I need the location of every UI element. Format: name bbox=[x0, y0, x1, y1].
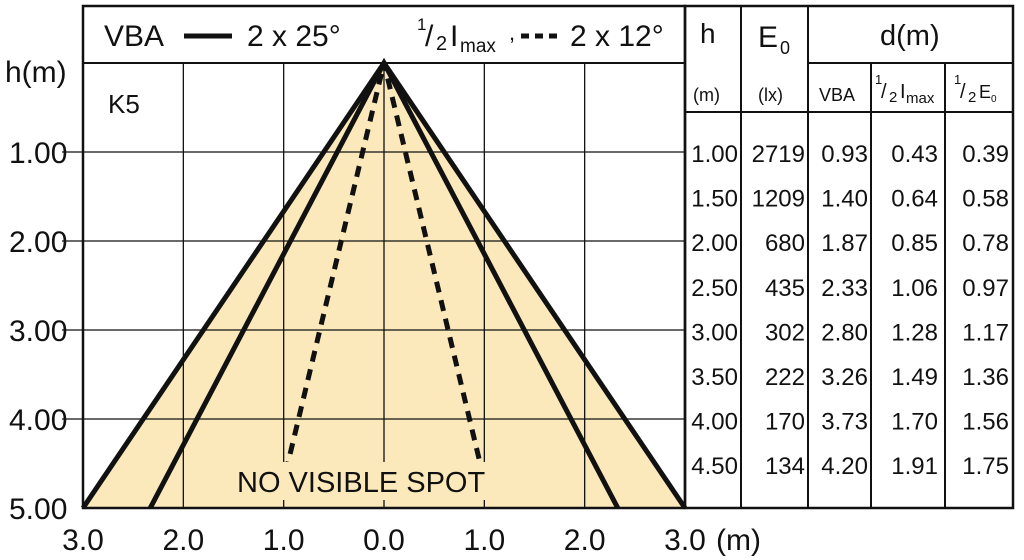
cell-d-vba: 0.93 bbox=[821, 141, 868, 168]
legend-half-numerator: 1 bbox=[417, 15, 426, 34]
cell-d-vba: 2.33 bbox=[821, 275, 868, 302]
cell-d-imax: 0.85 bbox=[891, 230, 938, 257]
svg-text:/: / bbox=[881, 81, 887, 103]
cell-d-e0: 0.78 bbox=[962, 230, 1009, 257]
cell-e0: 134 bbox=[765, 453, 805, 480]
table-header-e: E bbox=[758, 21, 778, 54]
cell-e0: 302 bbox=[765, 319, 805, 346]
cell-h: 2.50 bbox=[691, 275, 738, 302]
table-row: 4.00 170 3.73 1.70 1.56 bbox=[691, 409, 1009, 436]
cell-e0: 170 bbox=[765, 409, 805, 436]
y-axis-label: h(m) bbox=[5, 56, 67, 89]
legend-half-slash: / bbox=[425, 20, 434, 53]
cell-d-e0: 1.75 bbox=[962, 453, 1009, 480]
table-sub-imax-main: I bbox=[900, 81, 906, 103]
cell-e0: 222 bbox=[765, 364, 805, 391]
table-sub-e-main: E bbox=[979, 82, 991, 102]
legend: VBA 2 x 25° 1 / 2 I max , 2 x 12° bbox=[104, 15, 664, 57]
cell-d-imax: 1.70 bbox=[891, 409, 938, 436]
cell-d-imax: 0.64 bbox=[891, 186, 938, 213]
table-header-h: h bbox=[700, 18, 716, 49]
cell-h: 3.50 bbox=[691, 364, 738, 391]
cell-e0: 435 bbox=[765, 275, 805, 302]
table-row: 3.50 222 3.26 1.49 1.36 bbox=[691, 364, 1009, 391]
x-tick-label: 2.0 bbox=[162, 524, 204, 557]
cell-d-e0: 1.17 bbox=[962, 319, 1009, 346]
cell-d-imax: 0.43 bbox=[891, 141, 938, 168]
y-tick-label: 2.00 bbox=[9, 226, 67, 259]
table-row: 1.50 1209 1.40 0.64 0.58 bbox=[691, 186, 1009, 213]
table-sub-imax-num: 1 bbox=[875, 72, 882, 87]
grid-layer bbox=[62, 63, 685, 508]
x-tick-label: 1.0 bbox=[463, 524, 505, 557]
y-tick-label: 3.00 bbox=[9, 315, 67, 348]
table-sub-imax-den: 2 bbox=[889, 89, 897, 106]
cell-h: 2.00 bbox=[691, 230, 738, 257]
cell-d-imax: 1.28 bbox=[891, 319, 938, 346]
table-row: 4.50 134 4.20 1.91 1.75 bbox=[691, 453, 1009, 480]
table-header-d: d(m) bbox=[880, 20, 940, 52]
no-spot-backdrop bbox=[232, 462, 532, 500]
table-row: 3.00 302 2.80 1.28 1.17 bbox=[691, 319, 1009, 346]
cell-d-vba: 4.20 bbox=[821, 453, 868, 480]
table-row: 2.50 435 2.33 1.06 0.97 bbox=[691, 275, 1009, 302]
table-row: 1.00 2719 0.93 0.43 0.39 bbox=[691, 141, 1009, 168]
legend-half-denominator: 2 bbox=[436, 33, 447, 55]
x-tick-label: 1.0 bbox=[263, 524, 305, 557]
svg-text:/: / bbox=[960, 81, 966, 103]
cell-d-vba: 2.80 bbox=[821, 319, 868, 346]
x-tick-label: 3.0 bbox=[62, 524, 104, 557]
cell-d-e0: 1.36 bbox=[962, 364, 1009, 391]
table-sub-e-num: 1 bbox=[954, 72, 961, 87]
cell-d-imax: 1.91 bbox=[891, 453, 938, 480]
cell-e0: 680 bbox=[765, 230, 805, 257]
x-tick-label: 0.0 bbox=[363, 524, 405, 557]
cell-h: 1.00 bbox=[691, 141, 738, 168]
cell-d-vba: 1.40 bbox=[821, 186, 868, 213]
cell-d-e0: 1.56 bbox=[962, 409, 1009, 436]
x-tick-label: 2.0 bbox=[564, 524, 606, 557]
cell-h: 4.00 bbox=[691, 409, 738, 436]
data-table: h E 0 d(m) (m) (lx) VBA 1 / 2 I max 1 / … bbox=[683, 4, 1015, 510]
table-sub-imax-sub: max bbox=[906, 90, 935, 107]
x-tick-labels: 3.0 2.0 1.0 0.0 1.0 2.0 3.0 bbox=[62, 524, 706, 557]
legend-imax-sub: max bbox=[460, 36, 496, 57]
fixture-label: K5 bbox=[108, 89, 140, 119]
cell-d-e0: 0.58 bbox=[962, 186, 1009, 213]
cell-h: 4.50 bbox=[691, 453, 738, 480]
cell-d-vba: 3.26 bbox=[821, 364, 868, 391]
table-row: 2.00 680 1.87 0.85 0.78 bbox=[691, 230, 1009, 257]
table-frame bbox=[683, 4, 1015, 510]
legend-vba-label: VBA bbox=[104, 20, 164, 53]
y-tick-labels: 1.00 2.00 3.00 4.00 5.00 bbox=[9, 137, 67, 526]
legend-vba-angle: 2 x 25° bbox=[247, 20, 341, 53]
x-axis-unit: (m) bbox=[716, 524, 761, 557]
table-unit-h: (m) bbox=[693, 85, 720, 105]
cell-h: 1.50 bbox=[691, 186, 738, 213]
cell-d-e0: 0.97 bbox=[962, 275, 1009, 302]
table-sub-vba: VBA bbox=[819, 85, 855, 105]
cell-d-e0: 0.39 bbox=[962, 141, 1009, 168]
legend-comma: , bbox=[509, 20, 515, 45]
cell-d-vba: 1.87 bbox=[821, 230, 868, 257]
cell-d-imax: 1.06 bbox=[891, 275, 938, 302]
table-sub-e-den: 2 bbox=[968, 89, 976, 106]
cell-e0: 1209 bbox=[752, 186, 805, 213]
cell-h: 3.00 bbox=[691, 319, 738, 346]
no-visible-spot-label: NO VISIBLE SPOT bbox=[237, 467, 485, 499]
table-rows: 1.00 2719 0.93 0.43 0.39 1.50 1209 1.40 0.64 0.58… bbox=[691, 141, 1009, 480]
cell-d-vba: 3.73 bbox=[821, 409, 868, 436]
table-unit-e: (lx) bbox=[758, 85, 783, 105]
legend-imax-angle: 2 x 12° bbox=[570, 20, 664, 53]
table-sub-e-sub: 0 bbox=[991, 94, 997, 105]
y-tick-label: 1.00 bbox=[9, 137, 67, 170]
y-tick-label: 5.00 bbox=[9, 493, 67, 526]
x-tick-label: 3.0 bbox=[664, 524, 706, 557]
table-header-e-sub: 0 bbox=[780, 38, 790, 58]
legend-imax-main: I bbox=[450, 20, 458, 53]
y-tick-label: 4.00 bbox=[9, 404, 67, 437]
cell-d-imax: 1.49 bbox=[891, 364, 938, 391]
cell-e0: 2719 bbox=[752, 141, 805, 168]
